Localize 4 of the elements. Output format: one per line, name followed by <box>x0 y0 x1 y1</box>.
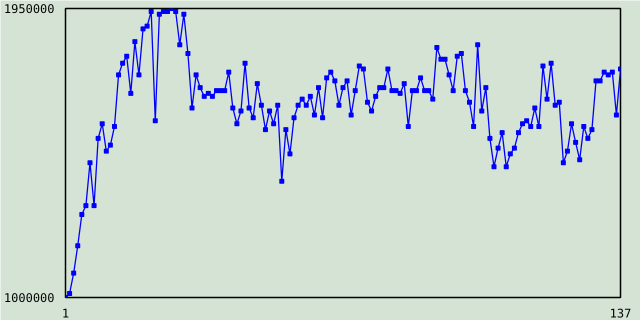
x-tick-label: 1 <box>62 306 70 320</box>
y-tick-label: 1000000 <box>4 291 55 305</box>
x-tick-label: 137 <box>610 306 632 320</box>
y-tick-label: 1950000 <box>4 2 55 16</box>
